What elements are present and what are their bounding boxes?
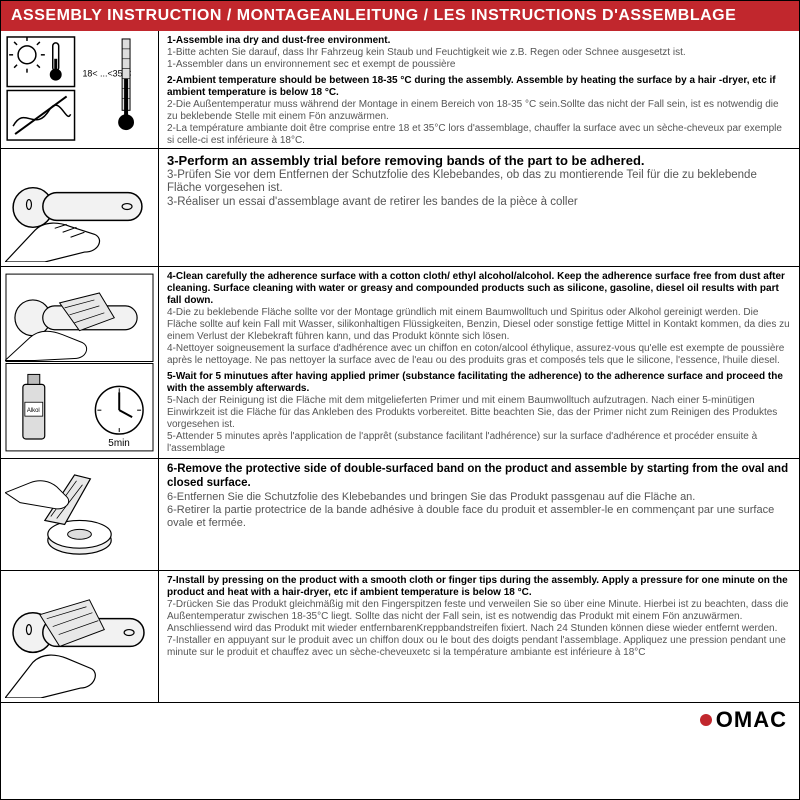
step5-en: 5-Wait for 5 minutues after having appli… bbox=[167, 371, 791, 395]
press-with-cloth-icon bbox=[1, 571, 159, 702]
brand-name: OMAC bbox=[716, 707, 787, 733]
step-5: 5-Wait for 5 minutues after having appli… bbox=[167, 371, 791, 455]
step3-en: 3-Perform an assembly trial before remov… bbox=[167, 153, 791, 169]
logo-dot-icon bbox=[700, 714, 712, 726]
row-3: 3-Perform an assembly trial before remov… bbox=[1, 149, 799, 267]
step-7: 7-Install by pressing on the product wit… bbox=[167, 575, 791, 659]
peel-adhesive-tape-icon bbox=[1, 459, 159, 570]
step3-fr: 3-Réaliser un essai d'assemblage avant d… bbox=[167, 196, 791, 210]
step4-en: 4-Clean carefully the adherence surface … bbox=[167, 271, 791, 307]
step-6: 6-Remove the protective side of double-s… bbox=[167, 463, 791, 530]
header-bar: ASSEMBLY INSTRUCTION / MONTAGEANLEITUNG … bbox=[1, 1, 799, 31]
row-7: 7-Install by pressing on the product wit… bbox=[1, 571, 799, 703]
step4-fr: 4-Nettoyer soigneusement la surface d'ad… bbox=[167, 343, 791, 367]
row-4-5: Alkol 5min 4-Clean carefully the adheren bbox=[1, 267, 799, 459]
step6-de: 6-Entfernen Sie die Schutzfolie des Kleb… bbox=[167, 491, 791, 504]
step6-fr: 6-Retirer la partie protectrice de la ba… bbox=[167, 504, 791, 530]
step-2: 2-Ambient temperature should be between … bbox=[167, 75, 791, 147]
step7-en: 7-Install by pressing on the product wit… bbox=[167, 575, 791, 599]
header-title: ASSEMBLY INSTRUCTION / MONTAGEANLEITUNG … bbox=[11, 7, 736, 24]
step6-en: 6-Remove the protective side of double-s… bbox=[167, 463, 791, 491]
hand-placing-handle-cover bbox=[1, 149, 159, 266]
text-3: 3-Perform an assembly trial before remov… bbox=[159, 149, 799, 266]
step5-fr: 5-Attender 5 minutes après l'application… bbox=[167, 431, 791, 455]
svg-text:5min: 5min bbox=[108, 438, 130, 449]
row-6: 6-Remove the protective side of double-s… bbox=[1, 459, 799, 571]
step7-fr: 7-Installer en appuyant sur le produit a… bbox=[167, 635, 791, 659]
row-1-2: 18< ...<35 C 1-Assemble in bbox=[1, 31, 799, 149]
environment-temperature-icon: 18< ...<35 C bbox=[1, 31, 159, 148]
step1-de: 1-Bitte achten Sie darauf, dass Ihr Fahr… bbox=[167, 47, 791, 59]
step2-en: 2-Ambient temperature should be between … bbox=[167, 75, 791, 99]
step2-de: 2-Die Außentemperatur muss während der M… bbox=[167, 99, 791, 123]
step-1: 1-Assemble ina dry and dust-free environ… bbox=[167, 35, 791, 71]
text-4-5: 4-Clean carefully the adherence surface … bbox=[159, 267, 799, 458]
instruction-rows: 18< ...<35 C 1-Assemble in bbox=[1, 31, 799, 799]
step1-fr: 1-Assembler dans un environnement sec et… bbox=[167, 59, 791, 71]
footer: OMAC bbox=[1, 703, 799, 739]
step5-de: 5-Nach der Reinigung ist die Fläche mit … bbox=[167, 395, 791, 431]
step7-de: 7-Drücken Sie das Produkt gleichmäßig mi… bbox=[167, 599, 791, 635]
step-3: 3-Perform an assembly trial before remov… bbox=[167, 153, 791, 210]
svg-text:Alkol: Alkol bbox=[27, 408, 40, 414]
clean-and-primer-icons: Alkol 5min bbox=[1, 267, 159, 458]
step1-en: 1-Assemble ina dry and dust-free environ… bbox=[167, 35, 791, 47]
instruction-sheet: ASSEMBLY INSTRUCTION / MONTAGEANLEITUNG … bbox=[0, 0, 800, 800]
step-4: 4-Clean carefully the adherence surface … bbox=[167, 271, 791, 367]
step3-de: 3-Prüfen Sie vor dem Entfernen der Schut… bbox=[167, 169, 791, 197]
text-7: 7-Install by pressing on the product wit… bbox=[159, 571, 799, 702]
text-1-2: 1-Assemble ina dry and dust-free environ… bbox=[159, 31, 799, 148]
text-6: 6-Remove the protective side of double-s… bbox=[159, 459, 799, 570]
step2-fr: 2-La température ambiante doit être comp… bbox=[167, 123, 791, 147]
step4-de: 4-Die zu beklebende Fläche sollte vor de… bbox=[167, 307, 791, 343]
brand-logo: OMAC bbox=[700, 707, 787, 733]
